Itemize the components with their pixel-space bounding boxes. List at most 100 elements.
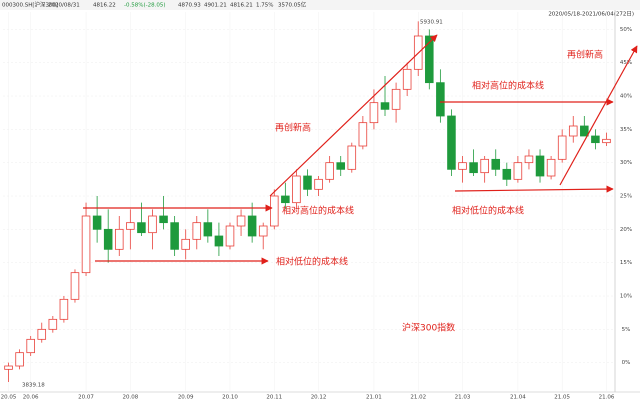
x-tick-label: 21.05	[554, 395, 570, 401]
annotation: 相对高位的成本线	[472, 80, 544, 92]
turnover: 1.75%	[256, 3, 273, 9]
x-tick-label: 21.04	[510, 395, 526, 401]
candle-body	[402, 68, 412, 90]
x-tick-label: 20.10	[222, 395, 238, 401]
arrow	[559, 45, 638, 186]
candle-body	[126, 222, 135, 230]
y-tick-label: 5%	[622, 327, 631, 333]
x-tick-label: 21.02	[410, 395, 426, 401]
annotation: 再创新高	[275, 122, 311, 134]
code: 000300.SH[沪深300]	[2, 1, 58, 9]
x-tick-label: 21.03	[455, 395, 471, 401]
low-label: 3839.18	[22, 383, 45, 389]
change: -0.58%(-28.05)	[124, 3, 165, 9]
annotation: 沪深300指数	[402, 322, 455, 334]
candle-body	[81, 215, 91, 274]
candle-body	[425, 35, 434, 84]
candle-body	[436, 82, 445, 117]
low: 4816.21	[230, 3, 253, 9]
candle-body	[70, 272, 80, 300]
candle-body	[502, 168, 512, 180]
candle-body	[170, 222, 179, 250]
candle-body	[192, 222, 202, 240]
y-tick-label: 45%	[620, 60, 632, 66]
candle-body	[580, 125, 589, 137]
y-tick-label: 0%	[622, 360, 631, 366]
range: 2020/05/18-2021/06/04(272日)	[548, 11, 634, 18]
annotation: 相对低位的成本线	[276, 256, 348, 268]
candle-body	[568, 125, 578, 137]
candle-body	[15, 352, 24, 367]
annotation: 相对高位的成本线	[282, 205, 354, 217]
candle-body	[4, 365, 13, 370]
candle-body	[48, 318, 58, 330]
candle-body	[591, 135, 600, 144]
candle-body	[26, 338, 35, 354]
candle-body	[159, 215, 168, 224]
candle-body	[513, 162, 523, 180]
candle-body	[281, 195, 290, 204]
y-tick-label: 30%	[620, 160, 632, 166]
candle-body	[214, 235, 224, 247]
candle-body	[236, 215, 246, 227]
x-tick-label: 20.11	[266, 395, 282, 401]
x-tick-label: 20.06	[23, 395, 39, 401]
candle-body	[270, 195, 279, 227]
candle-body	[247, 215, 257, 237]
candle-body	[92, 215, 102, 230]
x-tick-label: 20.12	[311, 395, 327, 401]
candle-body	[380, 102, 390, 110]
arrow	[269, 34, 438, 197]
y-tick-label: 25%	[620, 194, 632, 200]
candle-body	[292, 175, 301, 204]
candle-body	[358, 122, 368, 147]
candle-body	[524, 155, 534, 164]
candle-body	[303, 175, 312, 190]
high: 4901.21	[204, 3, 227, 9]
x-tick-label: 21.01	[366, 395, 382, 401]
x-tick-label: 20.09	[178, 395, 194, 401]
candle-body	[602, 138, 611, 144]
candle-body	[137, 222, 146, 234]
candle-body	[557, 135, 567, 160]
x-tick-label: 20.05	[1, 395, 17, 401]
close: 4816.22	[93, 3, 116, 9]
candle-body	[314, 178, 323, 190]
candle-body	[114, 228, 124, 250]
annotation: 再创新高	[567, 49, 603, 61]
candle-body	[469, 162, 478, 174]
y-tick-label: 40%	[620, 94, 632, 100]
x-tick-label: 20.08	[122, 395, 138, 401]
candle-body	[103, 228, 113, 250]
candle-body	[258, 225, 268, 237]
y-tick-label: 15%	[620, 260, 632, 266]
candle-body	[369, 102, 379, 124]
candle-body	[480, 158, 489, 174]
annotation: 相对低位的成本线	[452, 205, 524, 217]
x-tick-label: 20.07	[78, 395, 94, 401]
y-tick-label: 10%	[620, 294, 632, 300]
x-tick-label: 21.06	[599, 395, 615, 401]
candle-body	[325, 162, 334, 180]
candle-body	[225, 225, 235, 247]
candle-body	[391, 88, 401, 110]
y-tick-label: 35%	[620, 127, 632, 133]
candle-body	[535, 155, 545, 177]
open: 4870.93	[178, 3, 201, 9]
candle-body	[148, 215, 157, 234]
plot: 0% 5% 10% 15% 20% 25% 30% 35% 40% 45% 50% 20.05 20.0…	[1, 12, 632, 401]
candle-body	[37, 328, 47, 340]
header-bar	[0, 0, 640, 10]
amount: 3570.05亿	[278, 1, 307, 9]
y-tick-label: 20%	[620, 227, 632, 233]
candle-body	[458, 162, 467, 170]
candle-body	[491, 158, 501, 170]
date: 2020/08/31	[48, 3, 80, 9]
candle-body	[336, 162, 345, 170]
candle-body	[447, 115, 456, 170]
candle-body	[347, 145, 357, 170]
y-tick-label: 50%	[620, 27, 632, 33]
candle-body	[546, 158, 556, 177]
arrow	[454, 185, 614, 193]
